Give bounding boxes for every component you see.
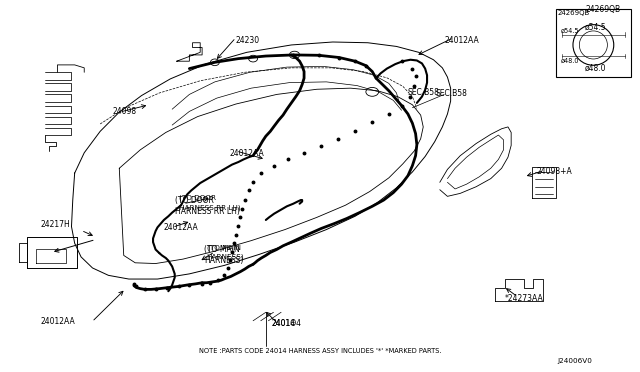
- Text: (TO DOOR: (TO DOOR: [175, 196, 214, 205]
- Text: J24006V0: J24006V0: [557, 358, 593, 365]
- Text: SEC.B58: SEC.B58: [436, 89, 468, 98]
- Text: ø54.5: ø54.5: [585, 23, 607, 32]
- Text: (TO DOOR: (TO DOOR: [179, 195, 216, 201]
- Text: SEC.B58: SEC.B58: [408, 89, 440, 97]
- Text: *24273AA: *24273AA: [505, 294, 543, 303]
- Text: 24269QB: 24269QB: [557, 10, 589, 16]
- Text: 24014: 24014: [271, 319, 296, 328]
- Text: (TO MAIN: (TO MAIN: [207, 245, 241, 251]
- Text: 24012AA: 24012AA: [230, 149, 264, 158]
- Text: HARNESS): HARNESS): [207, 254, 244, 260]
- Text: 24012AA: 24012AA: [164, 223, 198, 232]
- Text: ø48.0: ø48.0: [561, 57, 579, 64]
- Text: 24098+A: 24098+A: [537, 167, 572, 176]
- Text: 24269QB: 24269QB: [585, 5, 620, 14]
- Text: NOTE :PARTS CODE 24014 HARNESS ASSY INCLUDES '*' *MARKED PARTS.: NOTE :PARTS CODE 24014 HARNESS ASSY INCL…: [199, 349, 441, 355]
- Text: 24012AA: 24012AA: [41, 317, 76, 326]
- Text: 2401Θ4: 2401Θ4: [271, 319, 301, 328]
- Text: 24217H: 24217H: [41, 220, 70, 229]
- Text: (TO MAIN: (TO MAIN: [204, 245, 240, 254]
- Bar: [556, 9, 631, 77]
- Text: ø54.5: ø54.5: [561, 28, 579, 34]
- Text: HARNESS RR LH): HARNESS RR LH): [179, 204, 240, 211]
- Text: ø48.0: ø48.0: [585, 63, 607, 72]
- Text: 24012AA: 24012AA: [444, 36, 479, 45]
- Text: HARNESS): HARNESS): [204, 256, 243, 265]
- Text: 24098: 24098: [113, 106, 137, 116]
- Text: 24230: 24230: [236, 36, 260, 45]
- Text: HARNESS RR LH): HARNESS RR LH): [175, 206, 239, 216]
